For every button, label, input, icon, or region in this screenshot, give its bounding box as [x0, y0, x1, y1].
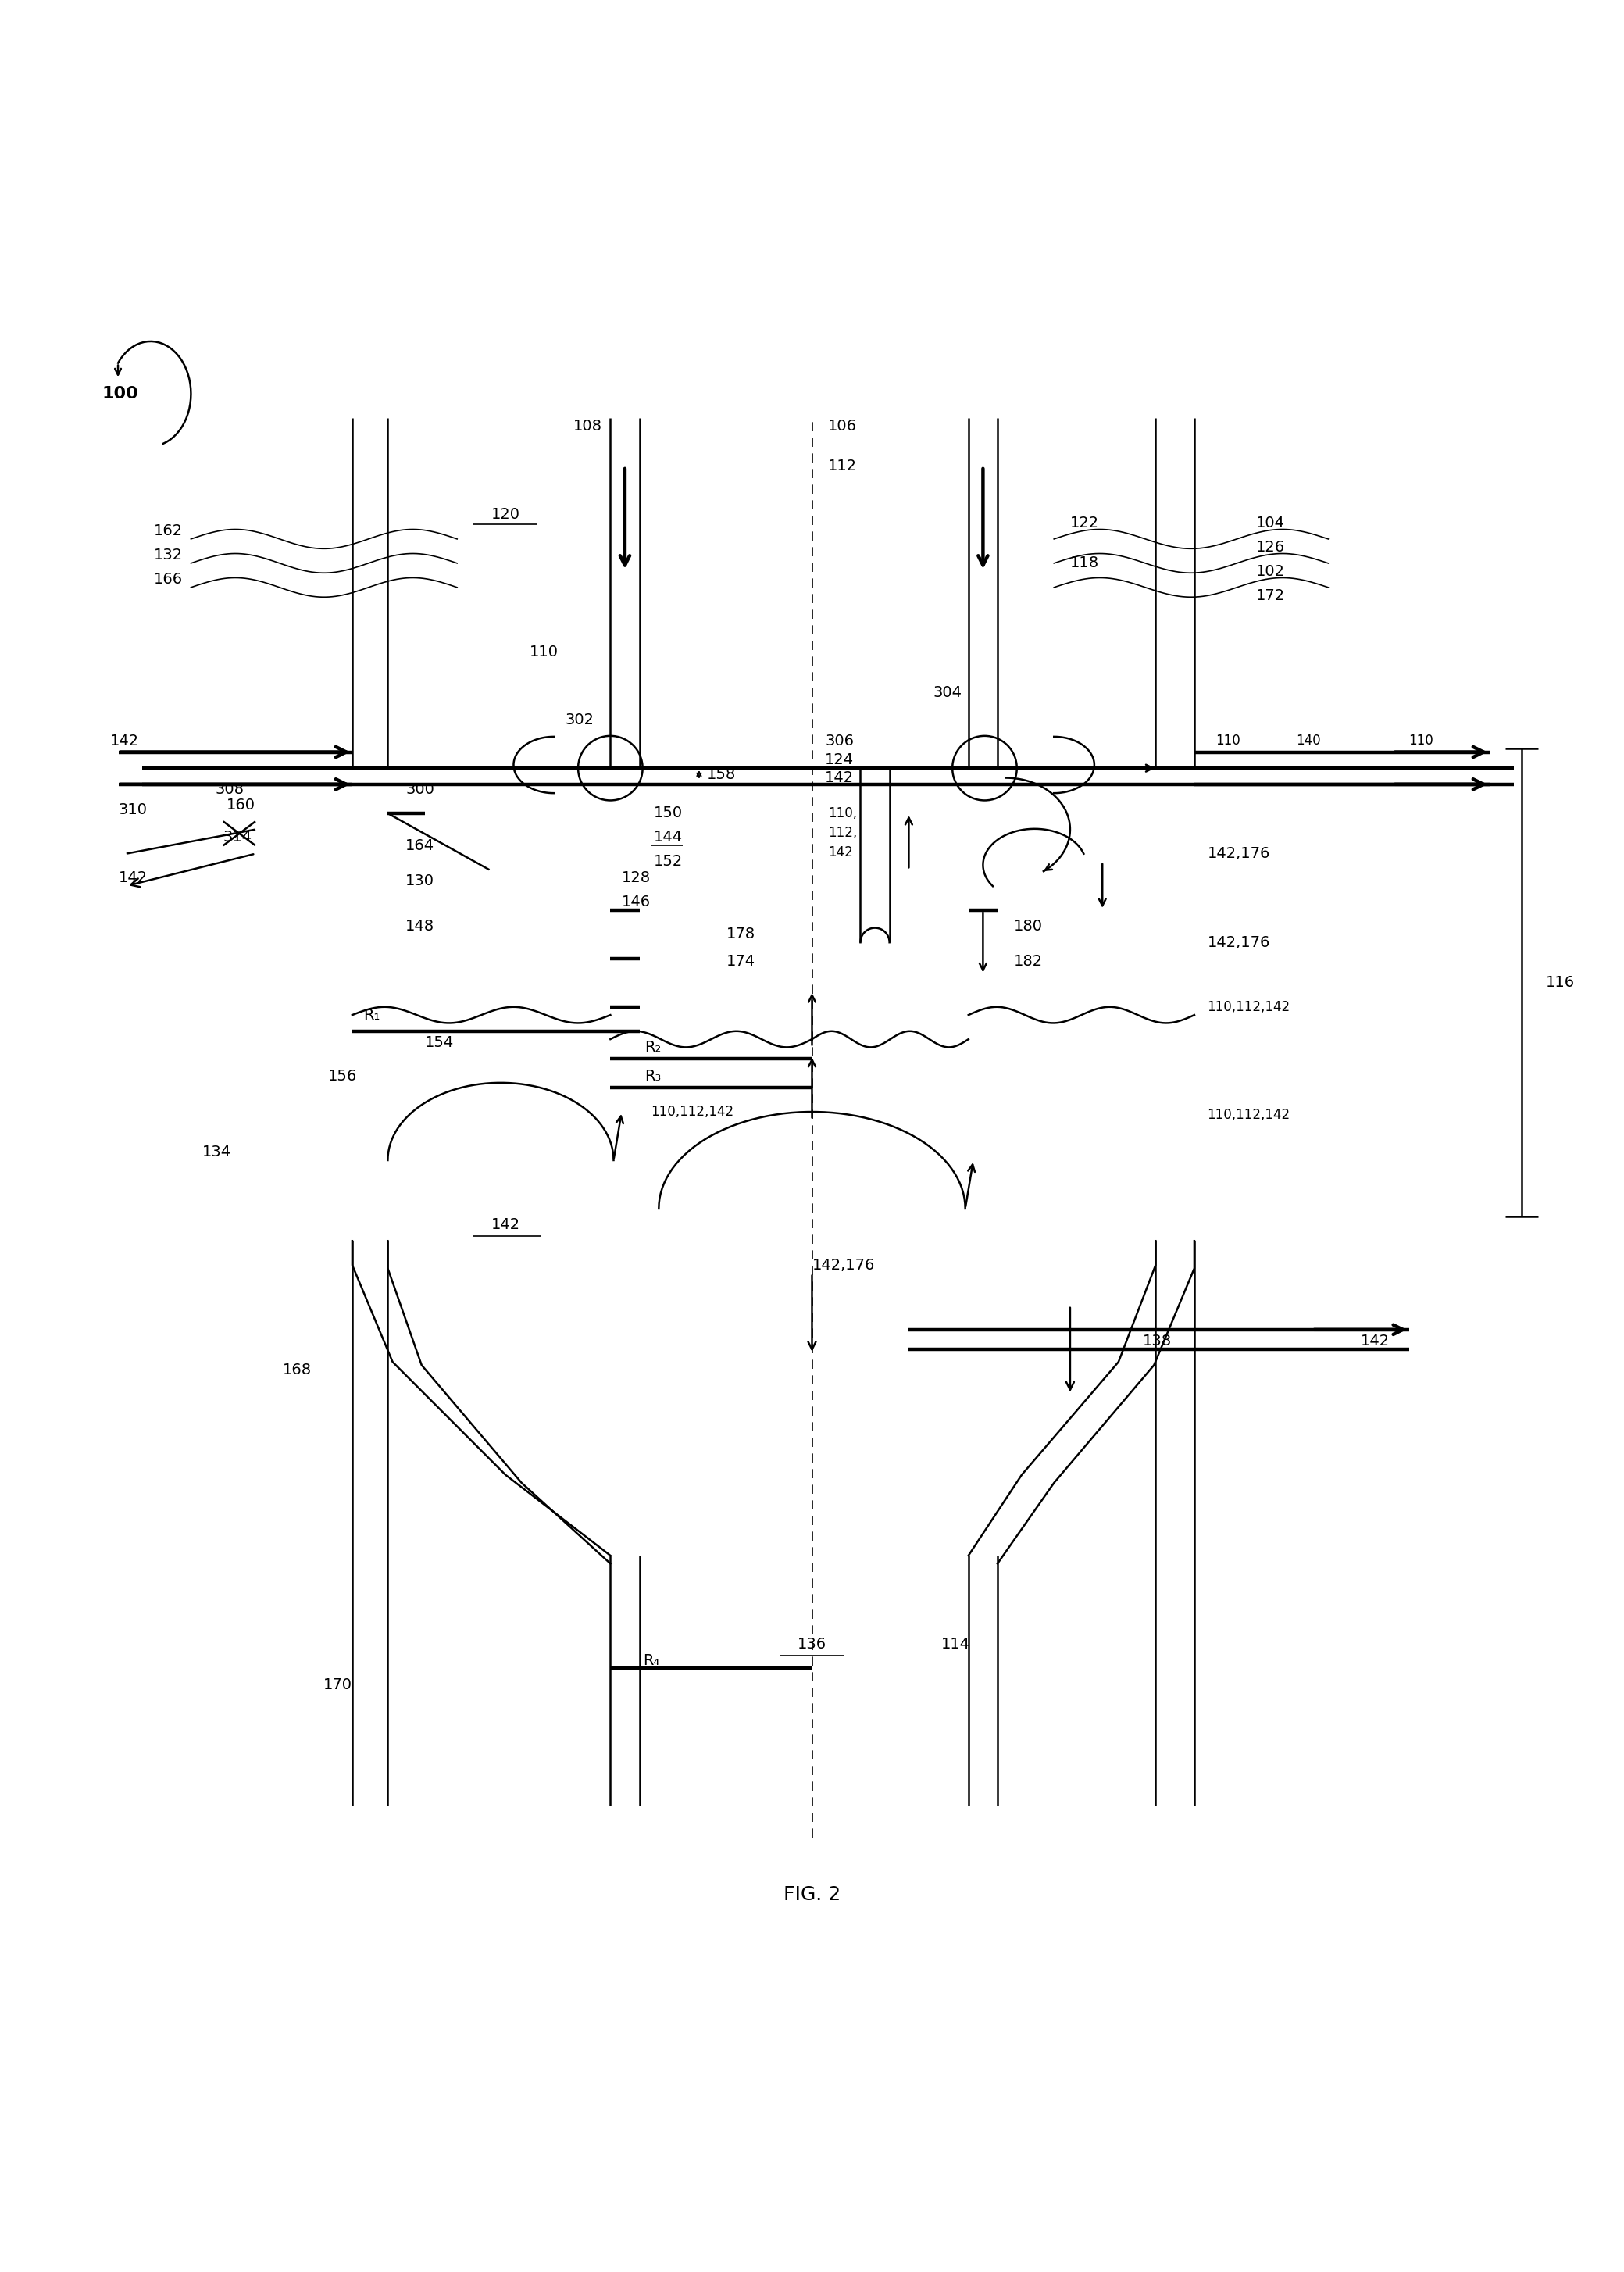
Text: 104: 104	[1255, 516, 1285, 529]
Text: 142,176: 142,176	[1207, 845, 1270, 861]
Text: 122: 122	[1070, 516, 1099, 529]
Text: 142: 142	[1361, 1334, 1390, 1347]
Text: 182: 182	[1013, 954, 1043, 970]
Text: 102: 102	[1255, 563, 1285, 579]
Text: 108: 108	[573, 418, 603, 434]
Text: 110: 110	[529, 645, 559, 659]
Text: 158: 158	[706, 768, 736, 782]
Text: 124: 124	[825, 752, 854, 768]
Text: 110,112,142: 110,112,142	[1207, 1000, 1289, 1013]
Text: 314: 314	[222, 829, 252, 845]
Text: 110,: 110,	[828, 807, 857, 820]
Text: 166: 166	[154, 573, 184, 586]
Text: 148: 148	[406, 918, 435, 934]
Text: 162: 162	[154, 523, 184, 538]
Text: 118: 118	[1070, 557, 1099, 570]
Text: 160: 160	[227, 797, 255, 813]
Text: 174: 174	[726, 954, 755, 970]
Text: 142: 142	[110, 734, 140, 747]
Text: R₁: R₁	[364, 1006, 380, 1022]
Text: 302: 302	[565, 713, 594, 727]
Text: 112,: 112,	[828, 825, 857, 841]
Text: 142: 142	[490, 1218, 520, 1231]
Text: 110,112,142: 110,112,142	[651, 1104, 734, 1118]
Text: 112: 112	[828, 459, 857, 475]
Text: 110: 110	[1215, 734, 1241, 747]
Text: 128: 128	[622, 870, 651, 886]
Text: R₄: R₄	[643, 1654, 659, 1668]
Text: 154: 154	[425, 1036, 455, 1050]
Text: 138: 138	[1143, 1334, 1171, 1347]
Text: 180: 180	[1013, 918, 1043, 934]
Text: 308: 308	[214, 782, 244, 797]
Text: 164: 164	[406, 838, 435, 852]
Text: 156: 156	[328, 1068, 357, 1084]
Text: 134: 134	[203, 1145, 231, 1159]
Text: 170: 170	[323, 1677, 352, 1693]
Text: FIG. 2: FIG. 2	[783, 1886, 841, 1904]
Text: 132: 132	[154, 548, 184, 563]
Text: 306: 306	[825, 734, 854, 747]
Text: 142: 142	[828, 845, 853, 859]
Text: 116: 116	[1546, 975, 1575, 991]
Text: 310: 310	[119, 802, 148, 818]
Text: 300: 300	[406, 782, 434, 797]
Text: 126: 126	[1255, 541, 1285, 554]
Text: 100: 100	[102, 386, 138, 402]
Text: 178: 178	[726, 927, 755, 941]
Text: 142,176: 142,176	[1207, 936, 1270, 950]
Text: 110,112,142: 110,112,142	[1207, 1109, 1289, 1122]
Text: 172: 172	[1255, 588, 1285, 602]
Text: 136: 136	[797, 1636, 827, 1652]
Text: 114: 114	[940, 1636, 970, 1652]
Text: 304: 304	[932, 684, 961, 700]
Text: 110: 110	[1410, 734, 1434, 747]
Text: 106: 106	[828, 418, 857, 434]
Text: 120: 120	[490, 507, 520, 523]
Text: 142,176: 142,176	[812, 1259, 875, 1272]
Text: 140: 140	[1296, 734, 1320, 747]
Text: 168: 168	[283, 1363, 312, 1377]
Text: 142: 142	[119, 870, 148, 886]
Text: R₃: R₃	[645, 1068, 661, 1084]
Text: 130: 130	[406, 875, 434, 888]
Text: 152: 152	[654, 854, 684, 870]
Text: 146: 146	[622, 895, 651, 909]
Text: 150: 150	[654, 807, 684, 820]
Text: R₂: R₂	[645, 1041, 661, 1054]
Text: 142: 142	[825, 770, 854, 786]
Text: 144: 144	[654, 829, 684, 845]
